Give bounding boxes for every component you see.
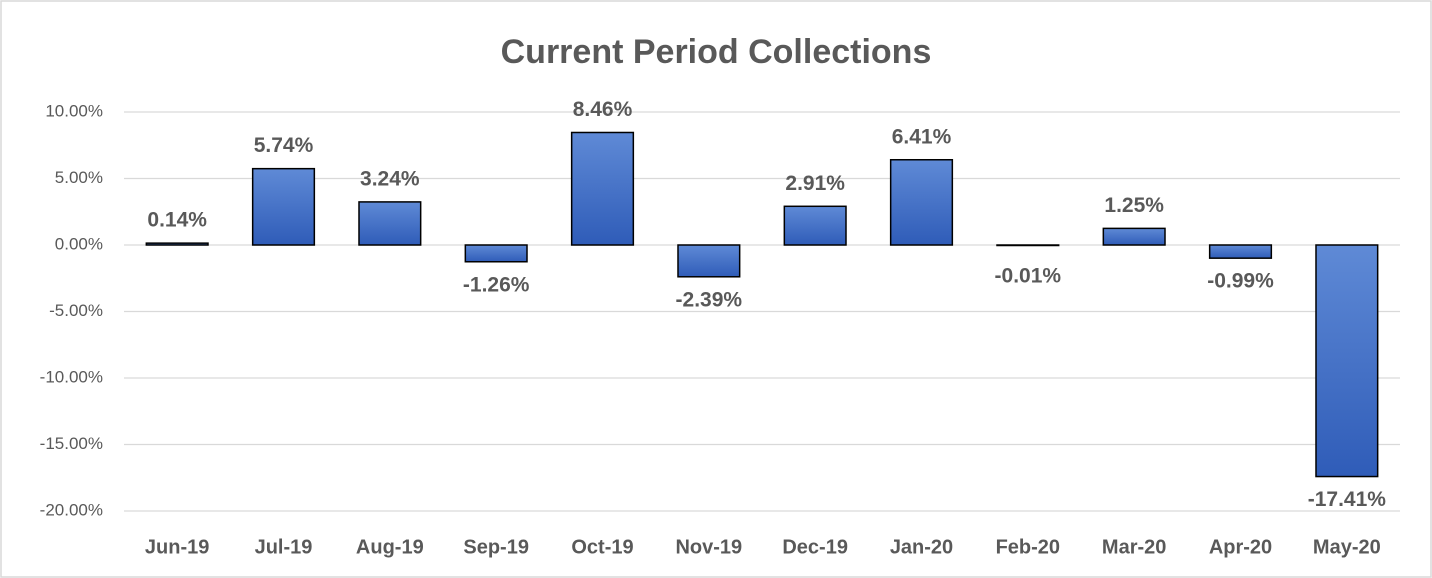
bar (464, 244, 528, 263)
y-tick-label: -15.00% (40, 434, 103, 453)
y-tick-label: -20.00% (40, 500, 103, 519)
bar (1208, 244, 1273, 259)
value-label: 3.24% (360, 167, 420, 190)
bar (251, 167, 316, 246)
value-label: 6.41% (892, 125, 952, 148)
x-tick-label: Aug-19 (356, 536, 424, 558)
value-label: -2.39% (676, 288, 743, 311)
value-label: -1.26% (463, 273, 530, 296)
bar (570, 131, 635, 246)
value-label: -0.01% (995, 265, 1062, 288)
value-label: 0.14% (147, 209, 207, 232)
bar (996, 244, 1060, 247)
bar (1102, 227, 1166, 246)
value-label: 1.25% (1104, 194, 1164, 217)
bar (145, 242, 209, 246)
x-tick-label: May-20 (1313, 536, 1381, 558)
bar (783, 205, 847, 246)
x-tick-label: Jan-20 (890, 536, 953, 558)
x-tick-label: Jul-19 (255, 536, 313, 558)
value-label: 2.91% (785, 172, 845, 195)
x-tick-label: Mar-20 (1102, 536, 1166, 558)
bar (358, 201, 422, 246)
bar (1315, 244, 1379, 478)
bar (889, 158, 954, 246)
y-tick-label: 10.00% (45, 101, 103, 120)
value-label: 8.46% (573, 98, 633, 121)
x-tick-label: Jun-19 (145, 536, 209, 558)
value-label: 5.74% (254, 134, 314, 157)
x-tick-label: Nov-19 (675, 536, 742, 558)
value-label: -17.41% (1308, 488, 1387, 511)
value-label: -0.99% (1207, 270, 1274, 293)
y-tick-label: 5.00% (55, 168, 103, 187)
x-tick-label: Apr-20 (1209, 536, 1272, 558)
x-tick-label: Sep-19 (463, 536, 529, 558)
y-tick-label: 0.00% (55, 234, 103, 253)
bar (677, 244, 741, 278)
y-tick-label: -10.00% (40, 367, 103, 386)
chart-title: Current Period Collections (501, 33, 932, 71)
y-tick-label: -5.00% (49, 301, 103, 320)
x-tick-label: Dec-19 (782, 536, 848, 558)
x-tick-label: Feb-20 (996, 536, 1060, 558)
x-tick-label: Oct-19 (571, 536, 633, 558)
